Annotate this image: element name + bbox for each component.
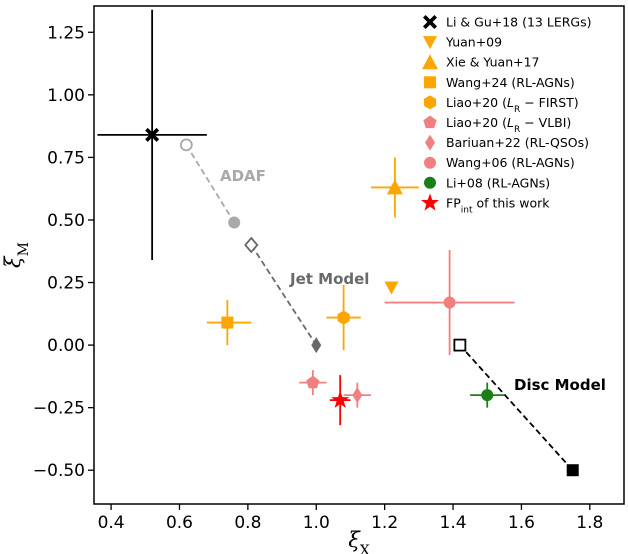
model-adaf: ADAF: [179, 138, 266, 229]
data-marker: [337, 310, 350, 325]
legend-label: Xie & Yuan+17: [446, 55, 540, 70]
legend-label: FPint of this work: [446, 195, 550, 215]
legend-label: Li+08 (RL-AGNs): [446, 175, 550, 190]
data-point: [299, 370, 327, 396]
y-axis-label: ξM: [1, 242, 32, 268]
data-point: [384, 249, 515, 356]
model-point: [453, 338, 467, 352]
data-point: [343, 382, 371, 408]
x-tick-label: 1.0: [303, 513, 330, 533]
y-tick-label: −0.50: [33, 461, 85, 481]
data-marker: [386, 179, 403, 195]
legend-marker: [420, 193, 440, 211]
x-tick-label: 0.8: [234, 513, 261, 533]
model-point: [311, 337, 322, 354]
legend-marker: [425, 134, 435, 151]
model-point: [179, 138, 193, 152]
legend-entry: FPint of this work: [420, 193, 550, 215]
data-marker: [352, 387, 363, 404]
legend-label: Wang+24 (RL-AGNs): [446, 75, 575, 90]
data-marker: [221, 316, 234, 329]
legend-label: Liao+20 (LR − VLBI): [446, 115, 571, 135]
model-point: [228, 216, 241, 229]
y-tick-label: −0.25: [33, 399, 85, 419]
y-tick-label: 1.00: [47, 86, 85, 106]
legend-marker: [422, 54, 438, 70]
y-tick-label: 1.25: [47, 23, 85, 43]
legend-label: Wang+06 (RL-AGNs): [446, 155, 575, 170]
data-marker: [481, 389, 494, 402]
y-tick-label: 0.75: [47, 148, 85, 168]
model-point: [244, 236, 259, 254]
data-point: [326, 285, 361, 351]
data-point: [370, 157, 419, 218]
y-tick-label: 0.00: [47, 336, 85, 356]
legend-entry: Liao+20 (LR − FIRST): [423, 95, 579, 115]
x-tick-label: 0.6: [166, 513, 193, 533]
legend-label: Liao+20 (LR − FIRST): [446, 95, 579, 115]
legend-entry: Wang+24 (RL-AGNs): [424, 75, 575, 90]
legend-marker: [423, 15, 437, 29]
legend-marker: [423, 115, 437, 129]
data-point: [470, 382, 505, 408]
x-tick-label: 0.4: [98, 513, 125, 533]
legend-entry: Xie & Yuan+17: [422, 54, 540, 70]
plot-frame: [93, 5, 625, 505]
legend-entry: Yuan+09: [423, 35, 502, 50]
x-tick-label: 1.8: [576, 513, 603, 533]
model-disc-model: Disc Model: [453, 338, 606, 477]
legend-label: Li & Gu+18 (13 LERGs): [446, 15, 591, 30]
model-point: [566, 464, 579, 477]
data-point: [97, 9, 207, 261]
x-axis-label: ξX: [348, 528, 370, 554]
model-label: ADAF: [220, 167, 266, 185]
legend-marker: [423, 36, 437, 50]
legend-entry: Li+08 (RL-AGNs): [424, 175, 550, 190]
legend-marker: [424, 176, 436, 189]
y-tick-label: 0.25: [47, 274, 85, 294]
model-label: Jet Model: [289, 270, 369, 288]
legend-label: Bariuan+22 (RL-QSOs): [446, 135, 589, 150]
y-tick-label: 0.50: [47, 211, 85, 231]
data-marker: [331, 390, 350, 408]
legend-entry: Bariuan+22 (RL-QSOs): [425, 134, 589, 151]
data-point: [206, 300, 252, 346]
x-tick-label: 1.2: [371, 513, 398, 533]
legend-entry: Wang+06 (RL-AGNs): [424, 155, 575, 170]
data-marker: [306, 375, 320, 389]
model-line: [459, 344, 574, 471]
data-marker: [443, 296, 456, 309]
model-label: Disc Model: [514, 376, 606, 394]
legend-entry: Liao+20 (LR − VLBI): [423, 115, 571, 135]
x-tick-label: 1.6: [508, 513, 535, 533]
data-marker: [384, 281, 399, 295]
legend-entry: Li & Gu+18 (13 LERGs): [423, 15, 591, 30]
legend-marker: [423, 95, 437, 110]
legend-marker: [424, 156, 436, 169]
model-jet-model: Jet Model: [244, 236, 369, 354]
model-line: [185, 144, 235, 223]
legend-marker: [424, 76, 436, 89]
x-tick-label: 1.4: [440, 513, 467, 533]
model-line: [250, 244, 318, 346]
data-marker: [145, 127, 160, 142]
data-point: [384, 281, 399, 295]
data-point: [329, 375, 351, 426]
legend-label: Yuan+09: [445, 35, 502, 50]
